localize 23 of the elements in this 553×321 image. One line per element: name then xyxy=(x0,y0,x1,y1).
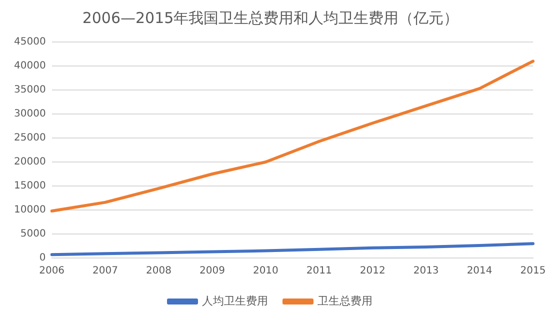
x-tick-label: 2011 xyxy=(306,266,332,277)
y-tick-label: 15000 xyxy=(14,180,46,192)
x-tick-label: 2012 xyxy=(360,266,386,277)
legend-label: 人均卫生费用 xyxy=(202,294,268,308)
y-tick-label: 30000 xyxy=(14,108,46,120)
y-tick-label: 5000 xyxy=(20,228,46,240)
chart-title: 2006—2015年我国卫生总费用和人均卫生费用（亿元） xyxy=(82,8,459,27)
y-tick-label: 20000 xyxy=(14,156,46,168)
y-tick-label: 25000 xyxy=(14,132,46,144)
y-tick-label: 40000 xyxy=(14,60,46,72)
y-tick-label: 0 xyxy=(39,252,46,264)
x-tick-label: 2006 xyxy=(39,266,65,277)
y-tick-label: 35000 xyxy=(14,84,46,96)
y-tick-label: 45000 xyxy=(14,36,46,48)
x-tick-label: 2007 xyxy=(92,266,118,277)
x-tick-label: 2014 xyxy=(466,266,492,277)
legend-label: 卫生总费用 xyxy=(318,294,372,308)
y-tick-label: 10000 xyxy=(14,204,46,216)
x-tick-label: 2010 xyxy=(252,266,278,277)
x-tick-label: 2008 xyxy=(146,266,172,277)
x-tick-label: 2015 xyxy=(520,266,546,277)
x-tick-label: 2009 xyxy=(199,266,225,277)
x-tick-label: 2013 xyxy=(413,266,439,277)
